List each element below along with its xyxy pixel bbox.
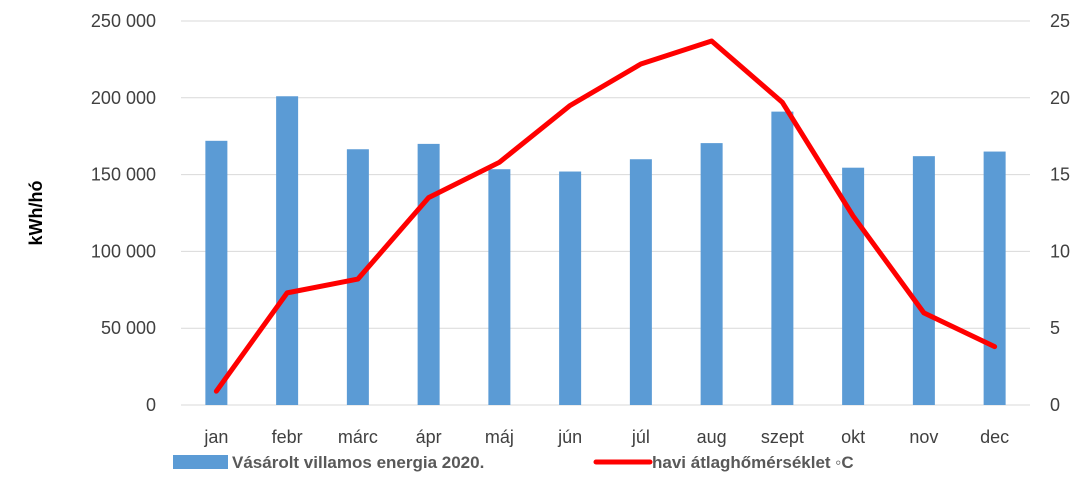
line-series	[213, 38, 998, 394]
y-tick-label: 200 000	[91, 88, 156, 108]
x-tick-label: ápr	[416, 427, 442, 447]
x-tick-label: aug	[697, 427, 727, 447]
y2-tick-label: 10	[1050, 241, 1070, 261]
legend-line-label: havi átlaghőmérséklet ◦C	[652, 453, 854, 472]
x-tick-label: dec	[980, 427, 1009, 447]
y-axis-title: kWh/hó	[26, 181, 46, 246]
x-tick-label: júl	[631, 427, 650, 447]
bar	[700, 143, 723, 405]
x-tick-label: jan	[203, 427, 228, 447]
bar	[983, 151, 1006, 405]
bar	[629, 159, 652, 405]
legend: Vásárolt villamos energia 2020. havi átl…	[173, 453, 854, 472]
bar	[559, 171, 582, 405]
x-tick-label: szept	[761, 427, 804, 447]
axes: 0 50 000 100 000 150 000 200 000 250 000 0 5 10 1…	[91, 11, 1070, 447]
bar	[771, 111, 794, 406]
bar	[417, 143, 440, 405]
legend-bar-label: Vásárolt villamos energia 2020.	[232, 453, 484, 472]
bar	[276, 96, 299, 405]
bar	[488, 169, 511, 405]
gridlines	[181, 20, 1030, 406]
legend-bar-swatch	[173, 455, 228, 469]
y2-tick-label: 5	[1050, 318, 1060, 338]
y-tick-label: 50 000	[101, 318, 156, 338]
y2-tick-label: 20	[1050, 88, 1070, 108]
x-tick-label: nov	[909, 427, 938, 447]
y-tick-label: 250 000	[91, 11, 156, 31]
x-tick-label: febr	[272, 427, 303, 447]
bar	[912, 156, 935, 405]
x-tick-label: márc	[338, 427, 378, 447]
y-tick-label: 100 000	[91, 241, 156, 261]
bar	[205, 140, 228, 406]
x-tick-label: okt	[841, 427, 865, 447]
y2-tick-label: 0	[1050, 395, 1060, 415]
y2-tick-label: 25	[1050, 11, 1070, 31]
temperature-line	[213, 38, 998, 394]
y2-tick-label: 15	[1050, 165, 1070, 185]
y-tick-label: 0	[146, 395, 156, 415]
x-tick-label: jún	[557, 427, 582, 447]
bar-series	[205, 96, 1006, 406]
y-tick-label: 150 000	[91, 165, 156, 185]
x-tick-label: máj	[485, 427, 514, 447]
